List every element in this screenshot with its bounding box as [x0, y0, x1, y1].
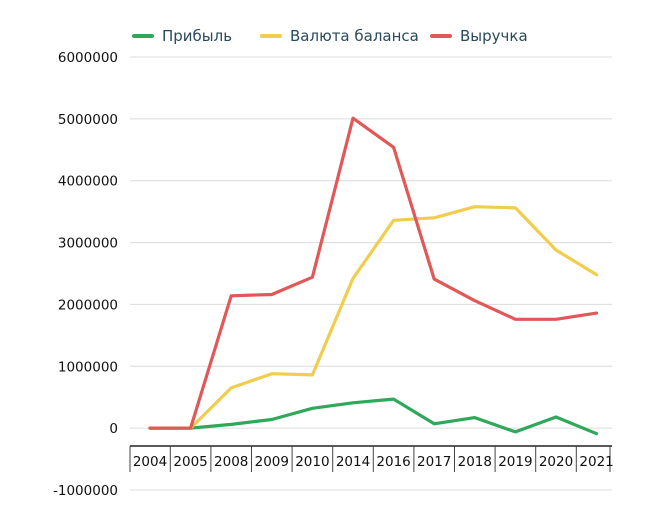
y-tick-label: -1000000 — [53, 483, 118, 499]
y-axis-ticks: 6000000 5000000 4000000 3000000 2000000 10000… — [53, 50, 118, 499]
y-tick-label: 2000000 — [58, 297, 118, 313]
y-tick-label: 5000000 — [58, 112, 118, 128]
legend: Прибыль Валюта баланса Выручка — [132, 27, 528, 45]
x-tick-label: 2009 — [255, 454, 289, 470]
series-line-2 — [148, 116, 599, 430]
y-tick-label: 6000000 — [58, 50, 118, 66]
x-tick-label: 2021 — [579, 454, 613, 470]
x-tick-label: 2005 — [173, 454, 207, 470]
legend-label: Выручка — [460, 27, 528, 45]
x-tick-label: 2017 — [417, 454, 451, 470]
x-tick-label: 2010 — [295, 454, 329, 470]
x-tick-label: 2018 — [458, 454, 492, 470]
grid — [130, 56, 612, 491]
y-tick-label: 3000000 — [58, 236, 118, 252]
series-line-0 — [148, 397, 599, 436]
x-axis: 2004 2005 2008 2009 2010 2014 2016 2017 2018 2019… — [129, 445, 614, 472]
x-tick-label: 2014 — [336, 454, 370, 470]
x-tick-label: 2020 — [539, 454, 573, 470]
series-line-1 — [148, 205, 599, 430]
y-tick-label: 0 — [109, 421, 118, 437]
y-tick-label: 4000000 — [58, 174, 118, 190]
x-tick-label: 2008 — [214, 454, 248, 470]
x-tick-label: 2016 — [376, 454, 410, 470]
y-tick-label: 1000000 — [58, 359, 118, 375]
series-lines — [148, 116, 599, 436]
legend-label: Валюта баланса — [290, 27, 419, 45]
x-tick-label: 2004 — [133, 454, 167, 470]
legend-label: Прибыль — [162, 27, 232, 45]
x-tick-label: 2019 — [498, 454, 532, 470]
